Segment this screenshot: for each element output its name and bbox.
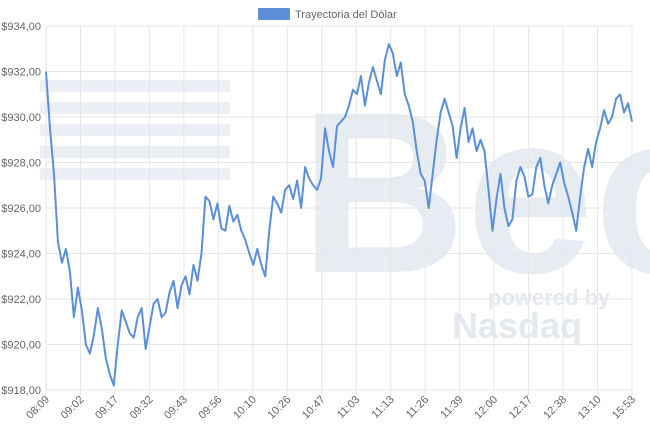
x-tick-label: 12:00 bbox=[472, 394, 500, 422]
y-tick-label: $924,00 bbox=[1, 249, 41, 261]
x-tick-label: 12:38 bbox=[541, 394, 569, 422]
watermark-nasdaq-text: Nasdaq bbox=[452, 305, 582, 346]
x-tick-label: 09:43 bbox=[162, 394, 190, 422]
x-tick-label: 10:10 bbox=[231, 394, 259, 422]
x-tick-label: 15:53 bbox=[610, 394, 638, 422]
legend-swatch[interactable] bbox=[258, 8, 290, 20]
x-axis-ticks: 08:09 09:02 09:17 09:32 09:43 09:56 10:10 10:26… bbox=[24, 394, 638, 422]
series-line bbox=[45, 43, 633, 387]
x-tick-label: 11:13 bbox=[369, 394, 396, 421]
y-tick-label: $922,00 bbox=[1, 294, 41, 306]
x-tick-label: 09:56 bbox=[197, 394, 225, 422]
x-tick-label: 10:26 bbox=[265, 394, 293, 422]
y-axis-ticks: $918,00 $920,00 $922,00 $924,00 $926,00 $928,… bbox=[1, 21, 41, 397]
watermark-stripes bbox=[40, 80, 230, 180]
watermark: Bec powered by Nasdaq bbox=[40, 64, 650, 346]
y-tick-label: $932,00 bbox=[1, 67, 41, 79]
y-tick-label: $930,00 bbox=[1, 112, 41, 124]
x-tick-label: 13:10 bbox=[576, 394, 604, 422]
x-tick-label: 08:09 bbox=[24, 394, 52, 422]
legend-label[interactable]: Trayectoria del Dólar bbox=[295, 9, 397, 21]
x-tick-label: 09:17 bbox=[93, 394, 121, 422]
y-tick-label: $934,00 bbox=[1, 21, 41, 33]
x-tick-label: 11:03 bbox=[335, 394, 362, 421]
x-tick-label: 11:39 bbox=[438, 394, 465, 421]
legend[interactable]: Trayectoria del Dólar bbox=[258, 8, 397, 21]
y-tick-label: $918,00 bbox=[1, 385, 41, 397]
x-tick-label: 09:32 bbox=[128, 394, 156, 422]
gridlines bbox=[45, 25, 633, 395]
x-tick-label: 09:02 bbox=[59, 394, 87, 422]
y-tick-label: $926,00 bbox=[1, 203, 41, 215]
watermark-main-text: Bec bbox=[300, 64, 650, 321]
x-tick-label: 11:26 bbox=[404, 394, 431, 421]
x-tick-label: 12:17 bbox=[507, 394, 535, 422]
y-tick-label: $920,00 bbox=[1, 340, 41, 352]
x-tick-label: 10:47 bbox=[300, 394, 328, 422]
y-tick-label: $928,00 bbox=[1, 158, 41, 170]
watermark-powered-text: powered by bbox=[488, 285, 611, 310]
series-layer bbox=[45, 43, 633, 387]
